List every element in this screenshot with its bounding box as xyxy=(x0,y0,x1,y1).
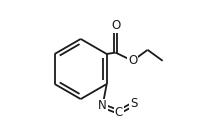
Text: O: O xyxy=(111,19,120,32)
Text: S: S xyxy=(130,97,138,110)
Text: N: N xyxy=(98,99,107,112)
Text: O: O xyxy=(128,54,137,67)
Text: C: C xyxy=(115,106,123,119)
